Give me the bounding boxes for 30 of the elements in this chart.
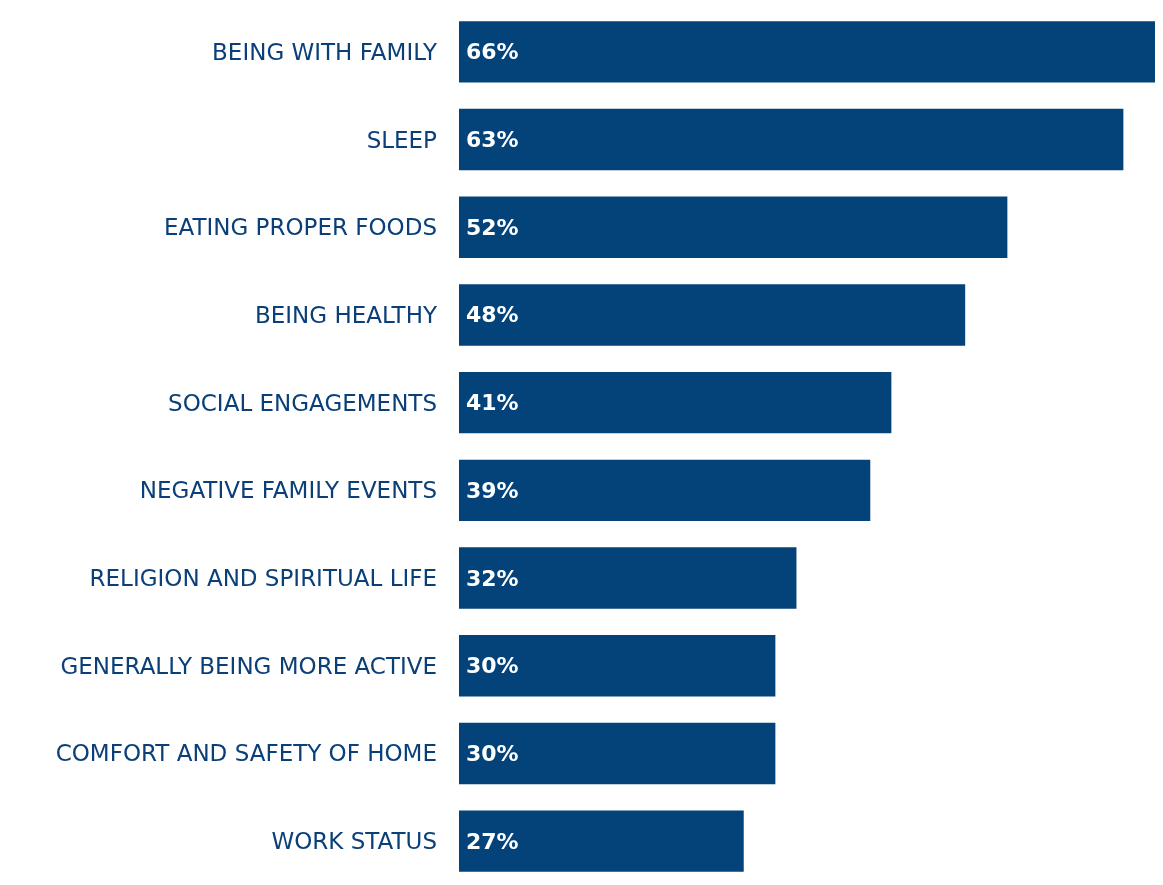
bar <box>459 635 776 697</box>
y-tick-label: BEING HEALTHY <box>254 301 438 328</box>
y-tick-label: SOCIAL ENGAGEMENTS <box>168 389 437 416</box>
y-tick-label: COMFORT AND SAFETY OF HOME <box>55 740 437 767</box>
y-tick-label: WORK STATUS <box>271 828 437 855</box>
data-label: 27% <box>466 828 519 854</box>
bar <box>459 196 1008 258</box>
data-label: 32% <box>466 565 519 591</box>
data-label: 52% <box>466 214 519 240</box>
y-tick-label: SLEEP <box>366 126 438 153</box>
bar <box>459 547 797 609</box>
bar <box>459 459 871 522</box>
bar <box>459 21 1155 83</box>
y-tick-label: BEING WITH FAMILY <box>212 38 438 65</box>
data-label: 30% <box>466 740 519 766</box>
data-label: 30% <box>466 653 519 679</box>
bar <box>459 722 776 785</box>
y-tick-label: NEGATIVE FAMILY EVENTS <box>139 477 437 504</box>
y-tick-label: RELIGION AND SPIRITUAL LIFE <box>89 565 437 592</box>
bar <box>459 810 744 872</box>
data-label: 39% <box>466 477 519 503</box>
data-label: 41% <box>466 390 519 416</box>
data-label: 48% <box>466 302 519 328</box>
bar <box>459 284 966 346</box>
data-label: 63% <box>466 127 519 153</box>
bar <box>459 108 1124 171</box>
y-tick-label: GENERALLY BEING MORE ACTIVE <box>60 652 437 679</box>
y-tick-label: EATING PROPER FOODS <box>163 214 437 241</box>
data-label: 66% <box>466 39 519 65</box>
bar <box>459 371 892 434</box>
